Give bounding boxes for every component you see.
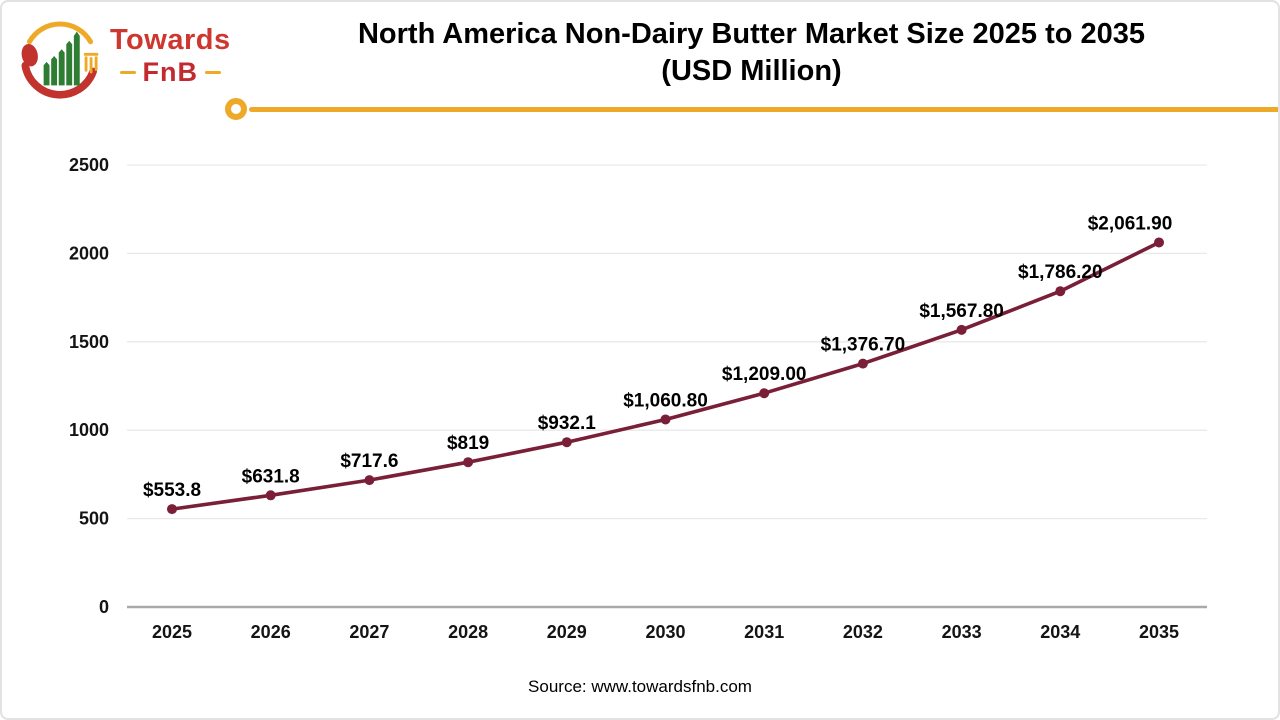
data-point <box>265 490 276 501</box>
y-tick-label: 2500 <box>69 155 109 175</box>
spoon-icon <box>21 43 38 67</box>
y-tick-label: 2000 <box>69 243 109 263</box>
towardsfnb-logo-text: Towards FnB <box>110 26 231 86</box>
data-point <box>364 475 375 486</box>
y-tick-label: 1000 <box>69 420 109 440</box>
logo-dash-right <box>205 71 222 74</box>
chart-title: North America Non-Dairy Butter Market Si… <box>237 16 1266 90</box>
y-tick-label: 500 <box>79 509 109 529</box>
x-tick-label: 2026 <box>251 622 291 642</box>
data-point-label: $631.8 <box>242 466 300 487</box>
data-point <box>956 324 967 335</box>
chart-title-line2: (USD Million) <box>661 55 842 87</box>
growth-bars-icon <box>43 31 80 86</box>
data-point <box>660 414 671 425</box>
title-underline <box>249 107 1278 112</box>
x-tick-label: 2029 <box>547 622 587 642</box>
logo-dash-left <box>119 71 136 74</box>
chart-title-line1: North America Non-Dairy Butter Market Si… <box>357 18 1146 50</box>
data-point <box>1055 286 1066 297</box>
data-point <box>857 358 868 369</box>
x-tick-label: 2033 <box>942 622 982 642</box>
y-tick-label: 1500 <box>69 332 109 352</box>
x-tick-label: 2030 <box>645 622 685 642</box>
logo-gold-arc <box>26 21 94 45</box>
data-point <box>167 504 177 515</box>
x-tick-label: 2032 <box>843 622 883 642</box>
data-point-label: $1,376.70 <box>821 335 906 356</box>
divider-ring-icon <box>225 98 247 120</box>
x-tick-label: 2025 <box>152 622 192 642</box>
towardsfnb-logo: Towards FnB <box>18 12 231 100</box>
x-tick-label: 2034 <box>1040 622 1080 642</box>
fork-icon <box>83 52 99 74</box>
data-point-label: $932.1 <box>538 413 597 434</box>
logo-red-arc <box>21 61 97 99</box>
x-tick-label: 2031 <box>744 622 784 642</box>
data-point-label: $1,209.00 <box>722 364 807 385</box>
x-tick-label: 2027 <box>349 622 389 642</box>
data-point-label: $717.6 <box>340 451 398 472</box>
data-point-label: $1,567.80 <box>919 301 1004 322</box>
series-line <box>170 240 1161 511</box>
data-point <box>1154 237 1164 248</box>
data-point-label: $2,061.90 <box>1088 213 1173 234</box>
data-point-label: $553.8 <box>143 480 201 501</box>
x-tick-label: 2035 <box>1139 622 1179 642</box>
towardsfnb-logo-icon <box>21 21 99 99</box>
logo-brand-bottom: FnB <box>142 57 199 87</box>
data-point-label: $819 <box>447 433 489 454</box>
y-tick-label: 0 <box>99 597 109 617</box>
source-text: Source: www.towardsfnb.com <box>528 677 752 696</box>
data-point-label: $1,786.20 <box>1018 262 1103 283</box>
logo-brand-top: Towards <box>110 24 231 56</box>
data-point <box>759 388 770 399</box>
data-point-label: $1,060.80 <box>623 390 708 411</box>
x-tick-label: 2028 <box>448 622 488 642</box>
data-point <box>463 457 474 468</box>
data-point <box>561 437 572 448</box>
